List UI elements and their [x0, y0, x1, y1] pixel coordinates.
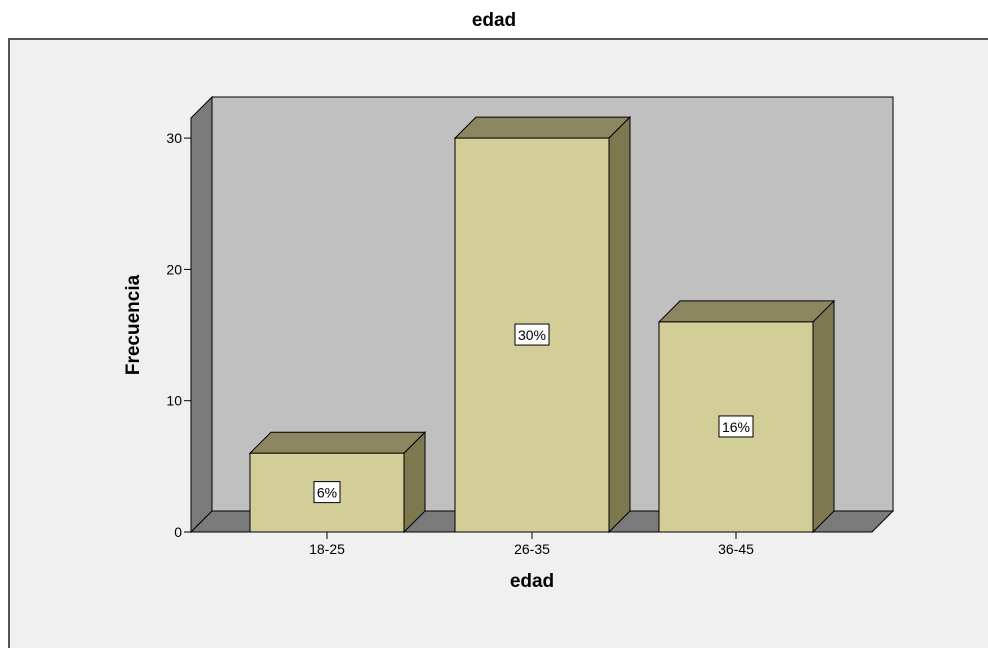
x-tick-label: 36-45 — [718, 541, 754, 557]
bars: 6% 30% 16% — [248, 115, 836, 534]
y-tick-label: 0 — [174, 524, 182, 540]
data-label: 6% — [317, 485, 337, 501]
x-tick-label: 18-25 — [309, 541, 345, 557]
x-axis: 18-25 26-35 36-45 — [309, 532, 754, 557]
bar-top — [248, 431, 427, 454]
bar-side — [608, 115, 631, 534]
data-label-box — [313, 481, 341, 504]
y-tick-label: 10 — [166, 393, 182, 409]
data-label: 30% — [518, 327, 546, 343]
bar-top — [657, 300, 836, 323]
y-axis: 0 10 20 30 — [166, 118, 192, 540]
bar-18-25: 6% — [248, 431, 427, 534]
bar-26-35: 30% — [453, 115, 632, 534]
data-label: 16% — [722, 419, 750, 435]
left-wall — [190, 95, 213, 534]
chart-title: edad — [471, 10, 517, 31]
data-label-box — [514, 323, 550, 346]
bar-top — [453, 116, 632, 139]
bar-side — [812, 299, 835, 534]
y-axis-label: Frecuencia — [123, 274, 144, 375]
data-label-box — [718, 415, 754, 438]
x-tick-label: 26-35 — [514, 541, 550, 557]
x-axis-label: edad — [510, 571, 554, 592]
bar-36-45: 16% — [657, 299, 836, 534]
y-tick-label: 20 — [166, 261, 182, 277]
y-tick-label: 30 — [166, 130, 182, 146]
